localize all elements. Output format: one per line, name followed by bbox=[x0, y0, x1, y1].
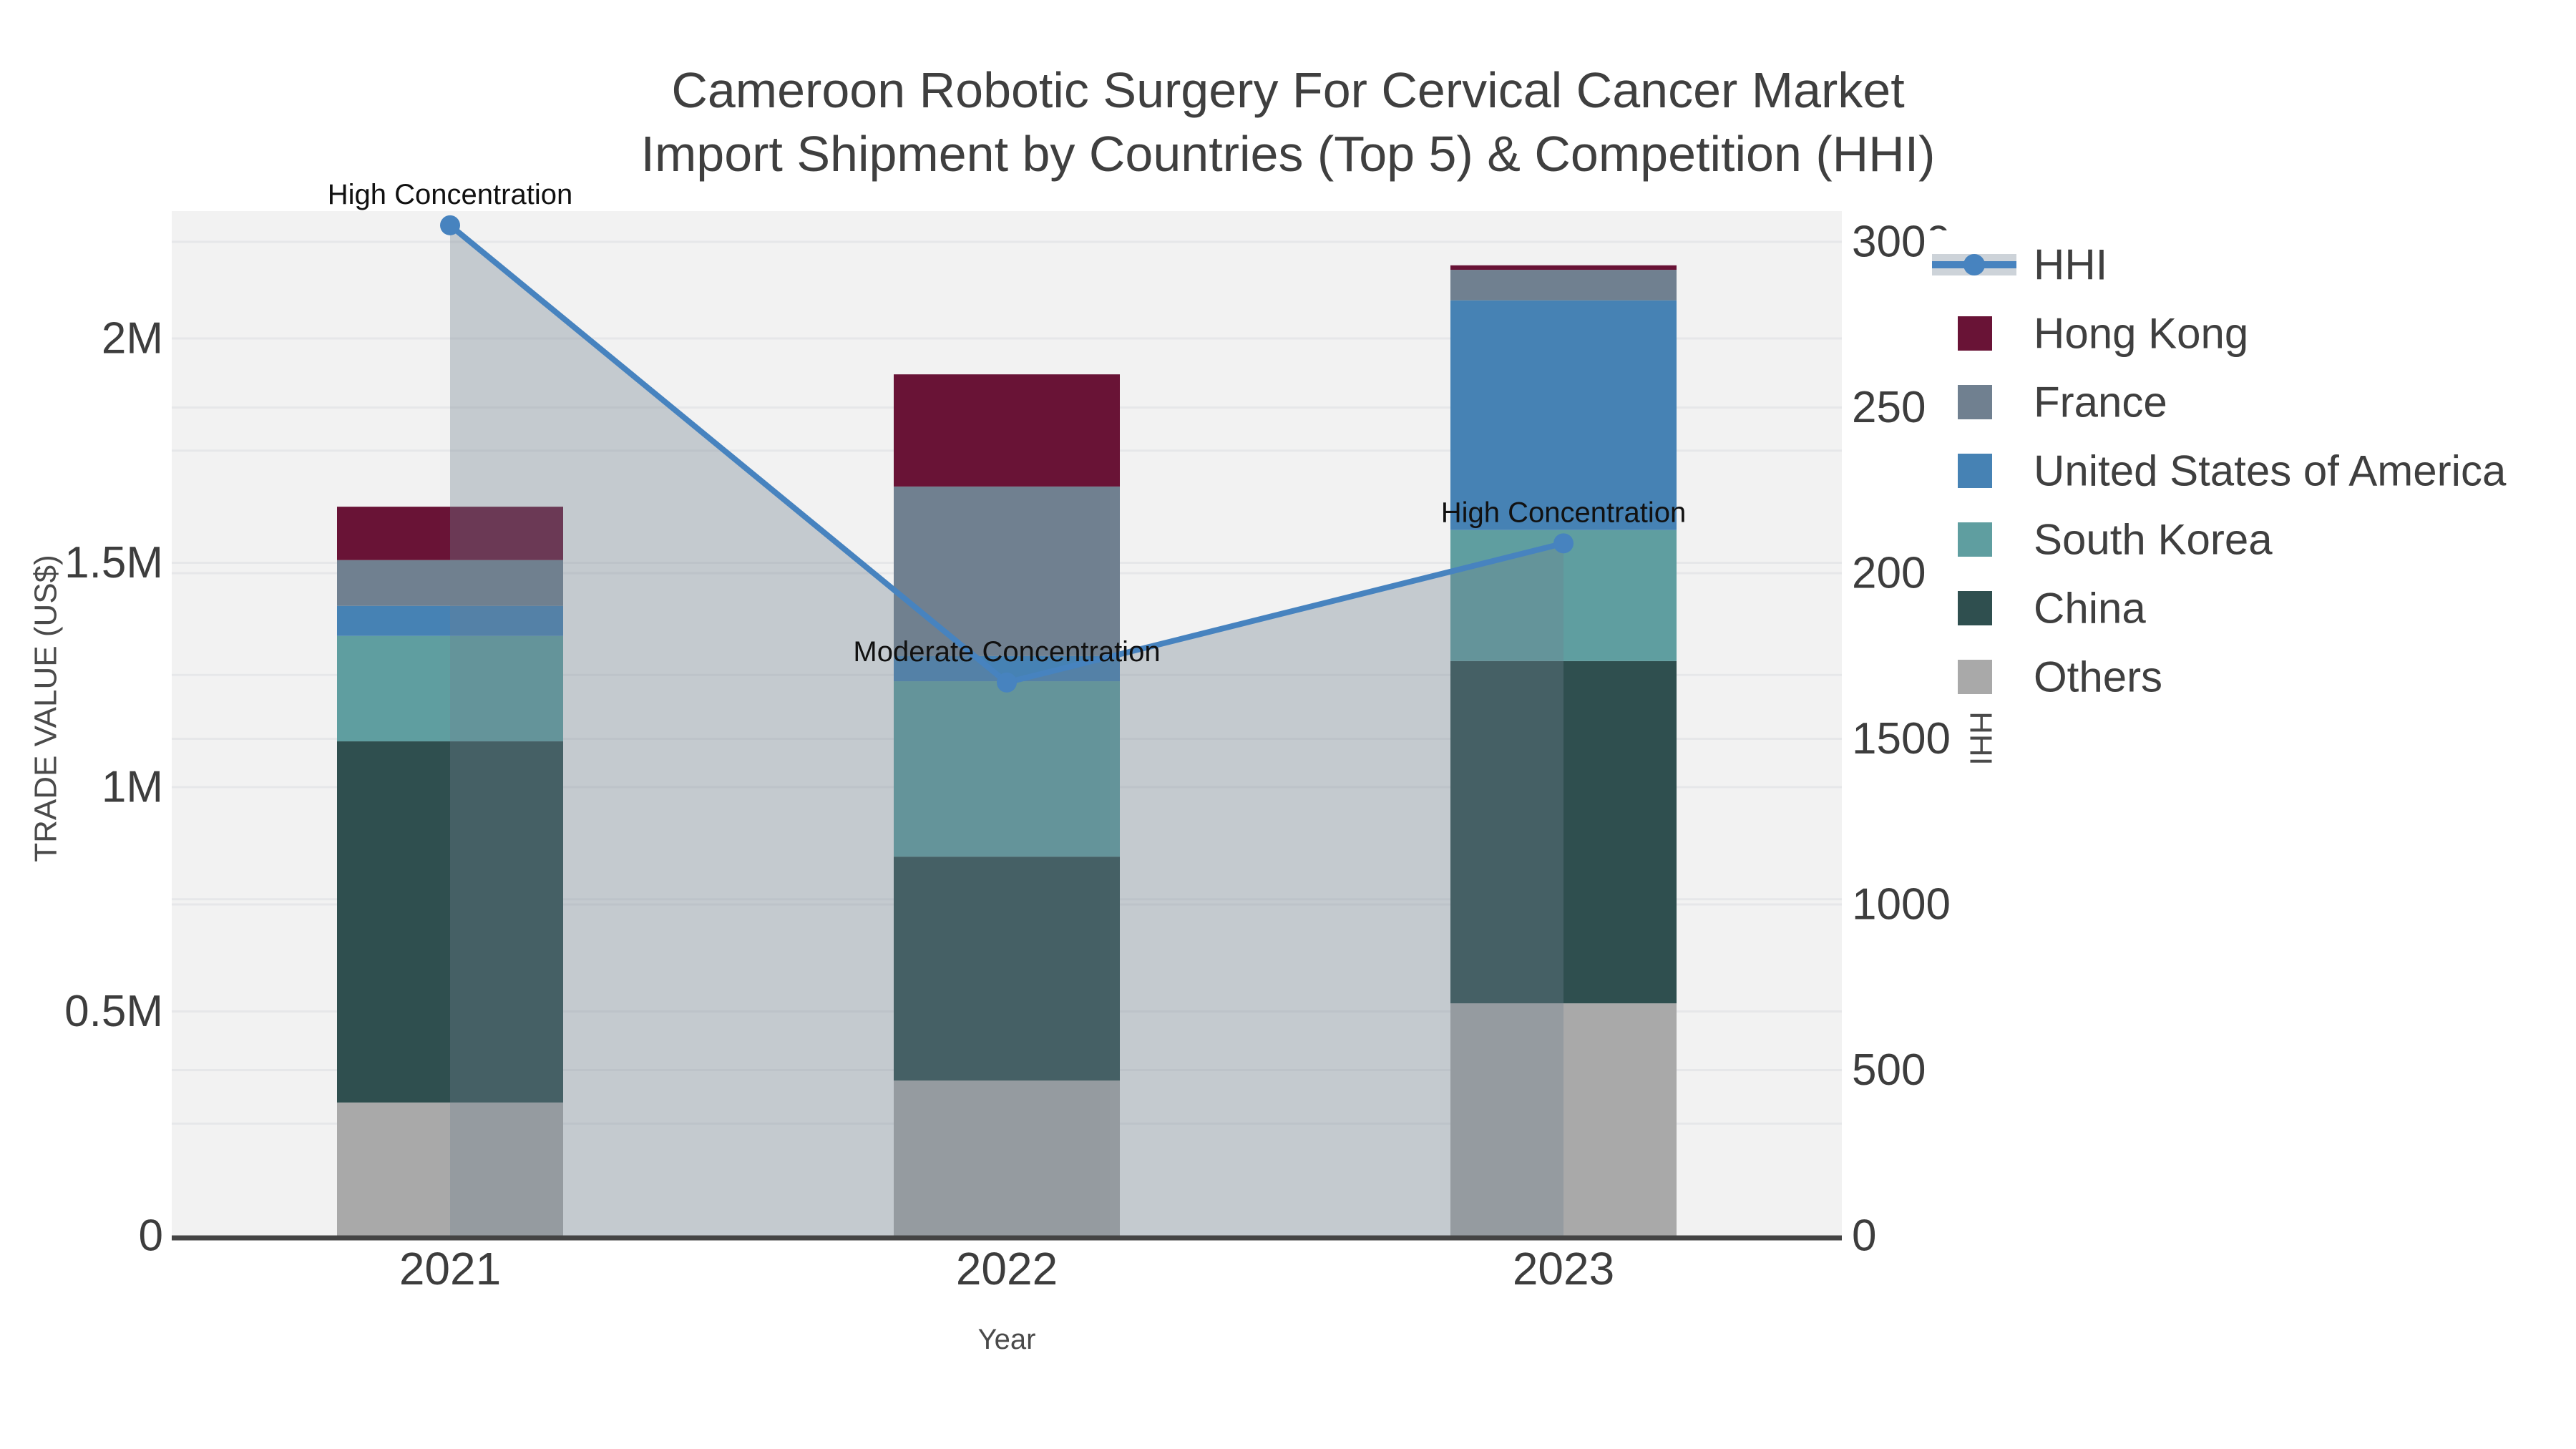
bar-2023-france[interactable] bbox=[1450, 270, 1677, 301]
legend-item-south-korea[interactable]: South Korea bbox=[1958, 516, 2273, 564]
hhi-marker-2023[interactable] bbox=[1553, 533, 1574, 554]
legend-swatch-hong-kong bbox=[1958, 316, 1992, 351]
legend-item-china[interactable]: China bbox=[1958, 585, 2146, 633]
hhi-marker-2022[interactable] bbox=[997, 672, 1017, 693]
y-tick-label: 2M bbox=[102, 314, 163, 364]
bar-2021-south-korea[interactable] bbox=[337, 635, 563, 742]
bar-2022-france[interactable] bbox=[894, 486, 1120, 656]
legend-label: Others bbox=[2034, 653, 2162, 701]
legend-swatch-france bbox=[1958, 385, 1992, 419]
x-axis-title: Year bbox=[978, 1324, 1036, 1355]
bar-2021-france[interactable] bbox=[337, 560, 563, 606]
legend-swatch-united-states-of-america bbox=[1958, 454, 1992, 488]
hhi-marker-2021[interactable] bbox=[440, 215, 460, 235]
legend-item-france[interactable]: France bbox=[1958, 379, 2167, 426]
bar-2021-united-states-of-america[interactable] bbox=[337, 605, 563, 636]
bar-2022-china[interactable] bbox=[894, 857, 1120, 1081]
chart-title-line1: Cameroon Robotic Surgery For Cervical Ca… bbox=[671, 62, 1904, 118]
y-tick-label: 0.5M bbox=[64, 987, 163, 1036]
y2-tick-label: 0 bbox=[1852, 1211, 1876, 1261]
x-tick-label: 2022 bbox=[956, 1243, 1058, 1294]
legend-swatch-others bbox=[1958, 660, 1992, 694]
legend-swatch-china bbox=[1958, 591, 1992, 625]
hhi-annotation-2021: High Concentration bbox=[328, 179, 572, 210]
y-tick-label: 1.5M bbox=[64, 538, 163, 587]
chart-title-line2: Import Shipment by Countries (Top 5) & C… bbox=[641, 126, 1936, 182]
legend-label: China bbox=[2034, 585, 2146, 633]
y-axis-title: TRADE VALUE (US$) bbox=[29, 555, 64, 862]
legend-label: France bbox=[2034, 379, 2167, 426]
legend-label: Hong Kong bbox=[2034, 310, 2248, 358]
bar-2023-hong-kong[interactable] bbox=[1450, 265, 1677, 270]
legend-label: United States of America bbox=[2034, 447, 2507, 495]
bar-2021-hong-kong[interactable] bbox=[337, 507, 563, 560]
bar-2023-china[interactable] bbox=[1450, 660, 1677, 1004]
bar-2022-hong-kong[interactable] bbox=[894, 374, 1120, 487]
legend-label: HHI bbox=[2034, 241, 2107, 289]
legend-label: South Korea bbox=[2034, 516, 2273, 564]
y2-axis-title: HHI bbox=[1963, 711, 1999, 766]
bar-2022-south-korea[interactable] bbox=[894, 681, 1120, 857]
hhi-marker-swatch bbox=[1963, 254, 1985, 275]
legend-item-others[interactable]: Others bbox=[1958, 653, 2162, 701]
legend-swatch-south-korea bbox=[1958, 522, 1992, 557]
y-tick-label: 1M bbox=[102, 763, 163, 812]
hhi-area-fill bbox=[450, 225, 1563, 1236]
y2-tick-label: 1000 bbox=[1852, 880, 1951, 930]
x-tick-label: 2021 bbox=[399, 1243, 501, 1294]
legend-item-hhi[interactable]: HHI bbox=[1932, 241, 2107, 289]
bar-2022-others[interactable] bbox=[894, 1080, 1120, 1236]
bar-2021-others[interactable] bbox=[337, 1102, 563, 1236]
legend-item-hong-kong[interactable]: Hong Kong bbox=[1958, 310, 2248, 358]
bar-2023-united-states-of-america[interactable] bbox=[1450, 300, 1677, 530]
y2-tick-label: 500 bbox=[1852, 1045, 1926, 1095]
y2-tick-label: 1500 bbox=[1852, 714, 1951, 763]
y-tick-label: 0 bbox=[139, 1211, 163, 1261]
hhi-annotation-2022: Moderate Concentration bbox=[853, 636, 1160, 668]
bar-series bbox=[337, 265, 1677, 1236]
legend: HHI Hong Kong France United States of Ameri… bbox=[1926, 230, 2575, 711]
legend-box bbox=[1926, 230, 2575, 711]
legend-item-united-states-of-america[interactable]: United States of America bbox=[1958, 447, 2507, 495]
bar-2023-others[interactable] bbox=[1450, 1003, 1677, 1236]
bar-2021-china[interactable] bbox=[337, 741, 563, 1103]
x-tick-label: 2023 bbox=[1513, 1243, 1614, 1294]
hhi-annotation-2023: High Concentration bbox=[1441, 497, 1686, 528]
